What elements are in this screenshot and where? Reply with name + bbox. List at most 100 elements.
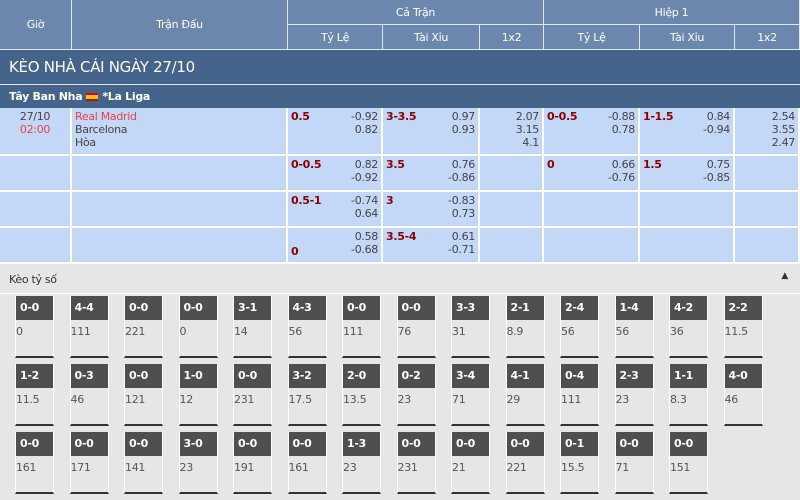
half-over-under-cell[interactable] (640, 192, 735, 228)
score-tile[interactable]: 3-4 71 (451, 364, 490, 426)
score-tile[interactable]: 1-0 12 (178, 364, 218, 426)
score-tile[interactable]: 0-0 231 (233, 364, 272, 426)
half-over-under-cell[interactable]: 1-1.5 0.84 -0.94 (640, 108, 735, 156)
score-tile[interactable]: 1-1 8.3 (669, 364, 708, 426)
away-team[interactable]: Barcelona (75, 123, 128, 136)
score-tile[interactable]: 0-4 111 (560, 364, 599, 426)
odds-value[interactable]: -0.92 (351, 171, 378, 184)
score-tile[interactable]: 0-0 231 (396, 432, 436, 494)
odds-value[interactable]: 2.47 (771, 136, 796, 149)
score-tile[interactable]: 0-0 221 (505, 432, 545, 494)
over-under-cell[interactable]: 3.5-4 0.61 -0.71 (383, 228, 480, 264)
1x2-cell[interactable]: 2.07 3.15 4.1 (480, 108, 544, 156)
score-tile[interactable]: 4-2 36 (669, 296, 708, 358)
odds-value[interactable]: 0.73 (451, 207, 476, 220)
odds-value[interactable]: -0.68 (351, 243, 378, 256)
odds-value[interactable]: 0.93 (451, 123, 476, 136)
odds-value[interactable]: -0.85 (703, 171, 730, 184)
score-tile[interactable]: 0-0 141 (124, 432, 163, 494)
handicap-cell[interactable]: 0-0.5 0.82 -0.92 (288, 156, 383, 192)
score-tile[interactable]: 4-4 111 (69, 296, 109, 358)
score-tile[interactable]: 0-0 0 (178, 296, 218, 358)
odds-value[interactable]: 0.78 (611, 123, 636, 136)
odds-value[interactable]: -0.94 (703, 123, 730, 136)
score-tile[interactable]: 3-3 31 (451, 296, 490, 358)
score-tile[interactable]: 0-0 191 (233, 432, 272, 494)
score-tile[interactable]: 4-1 29 (505, 364, 545, 426)
score-tile[interactable]: 2-1 8.9 (505, 296, 545, 358)
1x2-cell[interactable] (480, 156, 544, 192)
odds-value[interactable]: 0.82 (354, 158, 379, 171)
score-tile[interactable]: 0-3 46 (69, 364, 109, 426)
score-tile[interactable]: 0-1 15.5 (560, 432, 599, 494)
score-tile[interactable]: 0-0 161 (287, 432, 327, 494)
score-tile[interactable]: 0-0 21 (451, 432, 490, 494)
score-tile[interactable]: 0-0 161 (15, 432, 54, 494)
score-odds-header[interactable]: Kèo tỷ số (0, 264, 800, 294)
half-handicap-cell[interactable] (544, 192, 640, 228)
odds-value[interactable]: 2.07 (515, 110, 540, 123)
half-handicap-cell[interactable] (544, 228, 640, 264)
score-tile[interactable]: 0-0 76 (396, 296, 436, 358)
half-1x2-cell[interactable] (735, 156, 800, 192)
odds-value[interactable]: 3.15 (515, 123, 540, 136)
score-tile[interactable]: 0-0 111 (342, 296, 381, 358)
odds-value[interactable]: 0.76 (451, 158, 476, 171)
over-under-cell[interactable]: 3.5 0.76 -0.86 (383, 156, 480, 192)
odds-value[interactable]: 4.1 (522, 136, 539, 149)
odds-value[interactable]: 0.58 (354, 230, 379, 243)
score-tile[interactable]: 3-1 14 (233, 296, 272, 358)
score-tile[interactable]: 0-0 121 (124, 364, 163, 426)
odds-value[interactable]: 0.61 (451, 230, 476, 243)
odds-value[interactable]: 0.75 (706, 158, 731, 171)
score-tile[interactable]: 0-0 151 (669, 432, 708, 494)
score-tile[interactable]: 2-0 13.5 (342, 364, 381, 426)
half-handicap-cell[interactable]: 0 0.66 -0.76 (544, 156, 640, 192)
score-tile[interactable]: 1-2 11.5 (15, 364, 54, 426)
score-tile[interactable]: 1-3 23 (342, 432, 381, 494)
score-tile[interactable]: 4-0 46 (723, 364, 763, 426)
score-tile[interactable]: 0-0 221 (124, 296, 163, 358)
half-1x2-cell[interactable] (735, 228, 800, 264)
home-team[interactable]: Real Madrid (75, 110, 137, 123)
score-tile[interactable]: 2-3 23 (614, 364, 654, 426)
handicap-cell[interactable]: 0.5-1 -0.74 0.64 (288, 192, 383, 228)
half-over-under-cell[interactable]: 1.5 0.75 -0.85 (640, 156, 735, 192)
odds-value[interactable]: -0.92 (351, 110, 378, 123)
score-tile[interactable]: 4-3 56 (287, 296, 327, 358)
half-1x2-cell[interactable]: 2.54 3.55 2.47 (735, 108, 800, 156)
odds-value[interactable]: -0.83 (448, 194, 475, 207)
odds-value[interactable]: 0.84 (706, 110, 731, 123)
match-teams-cell[interactable]: Real Madrid Barcelona Hòa (72, 108, 288, 156)
odds-value[interactable]: -0.86 (448, 171, 475, 184)
handicap-cell[interactable]: 0.5 -0.92 0.82 (288, 108, 383, 156)
odds-value[interactable]: 0.64 (354, 207, 379, 220)
odds-value[interactable]: -0.76 (608, 171, 635, 184)
score-tile[interactable]: 2-4 56 (560, 296, 599, 358)
odds-value[interactable]: 3.55 (771, 123, 796, 136)
odds-value[interactable]: 0.82 (354, 123, 379, 136)
over-under-cell[interactable]: 3-3.5 0.97 0.93 (383, 108, 480, 156)
odds-value[interactable]: 0.66 (611, 158, 636, 171)
odds-value[interactable]: -0.71 (448, 243, 475, 256)
score-tile[interactable]: 2-2 11.5 (723, 296, 763, 358)
odds-value[interactable]: -0.88 (608, 110, 635, 123)
half-over-under-cell[interactable] (640, 228, 735, 264)
odds-value[interactable]: -0.74 (351, 194, 378, 207)
score-tile[interactable]: 0-2 23 (396, 364, 436, 426)
odds-value[interactable]: 2.54 (771, 110, 796, 123)
handicap-cell[interactable]: 0 0.58 -0.68 (288, 228, 383, 264)
1x2-cell[interactable] (480, 228, 544, 264)
score-tile[interactable]: 3-2 17.5 (287, 364, 327, 426)
half-handicap-cell[interactable]: 0-0.5 -0.88 0.78 (544, 108, 640, 156)
score-tile[interactable]: 0-0 0 (15, 296, 54, 358)
1x2-cell[interactable] (480, 192, 544, 228)
triangle-up-icon[interactable]: ▲ (781, 271, 788, 281)
over-under-cell[interactable]: 3 -0.83 0.73 (383, 192, 480, 228)
score-tile[interactable]: 0-0 171 (69, 432, 109, 494)
odds-value[interactable]: 0.97 (451, 110, 476, 123)
score-tile[interactable]: 0-0 71 (614, 432, 654, 494)
league-row[interactable]: Tây Ban Nha *La Liga (0, 85, 800, 108)
score-tile[interactable]: 3-0 23 (178, 432, 218, 494)
half-1x2-cell[interactable] (735, 192, 800, 228)
